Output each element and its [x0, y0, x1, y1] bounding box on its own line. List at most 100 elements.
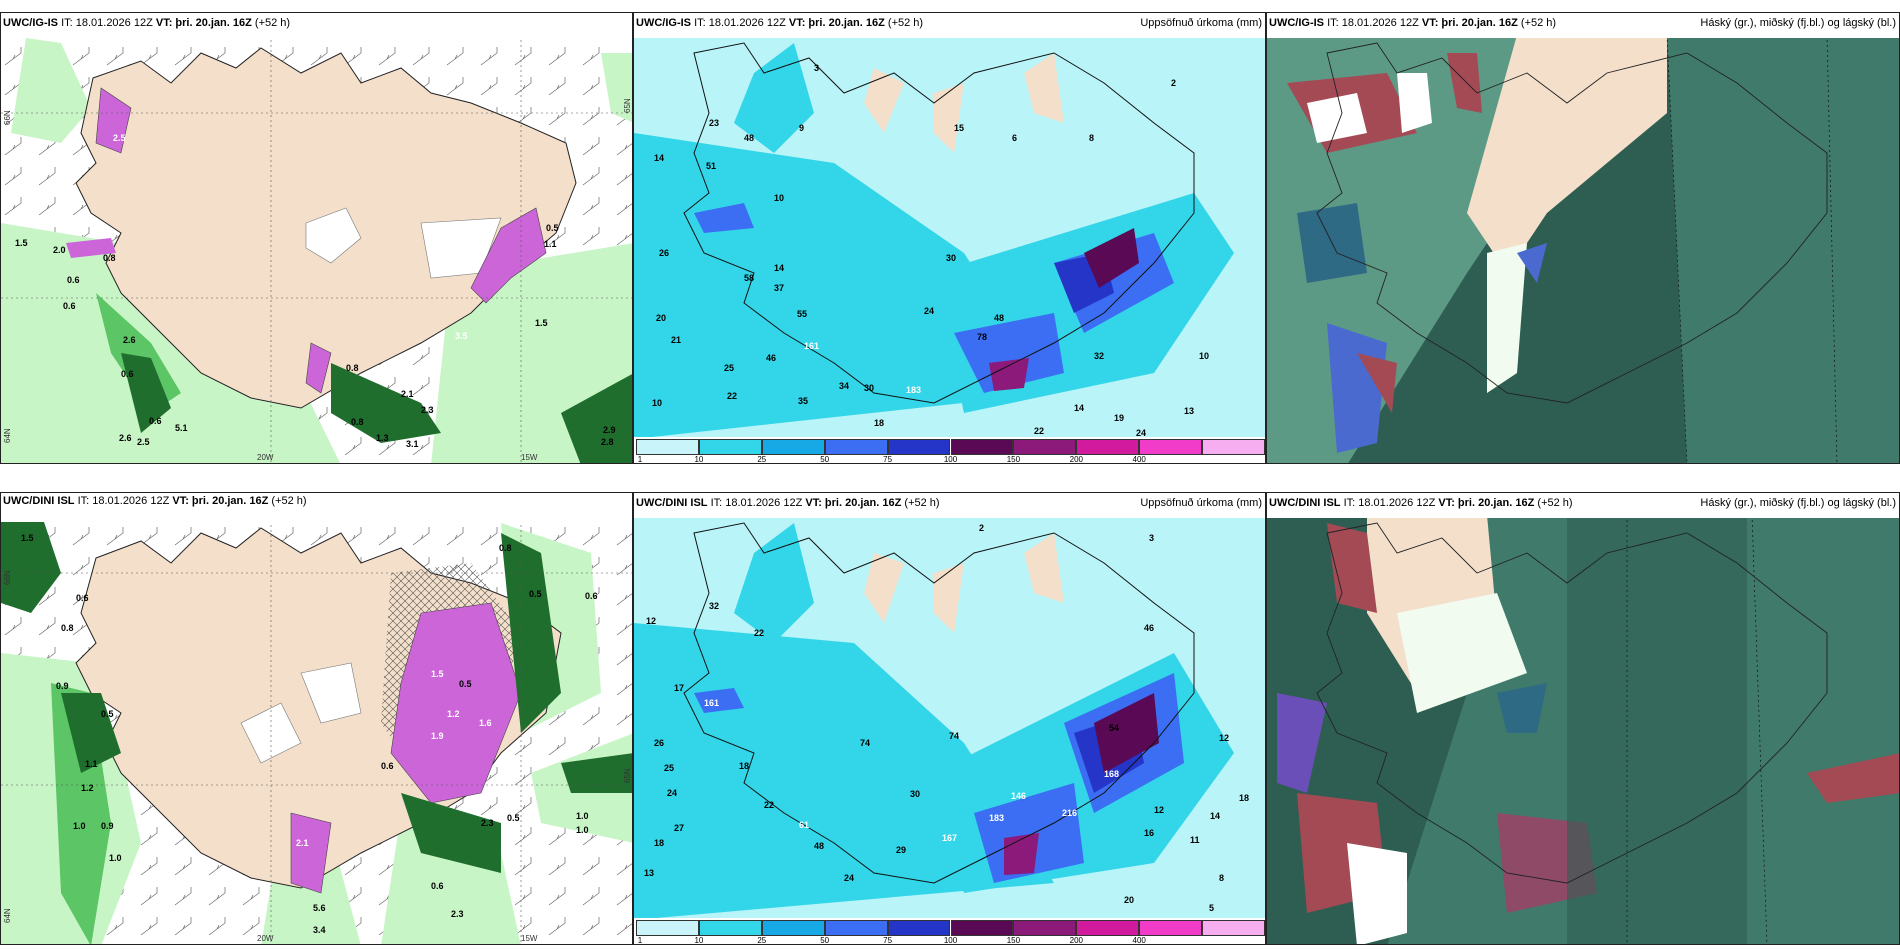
accum-value: 48: [744, 133, 755, 143]
colorbar-swatch: [698, 439, 762, 455]
accum-value: 23: [709, 118, 720, 128]
accum-value: 58: [744, 273, 755, 283]
accum-value: 161: [704, 698, 720, 708]
accum-value: 61: [799, 820, 810, 830]
precip-value: 2.6: [123, 335, 136, 345]
accum-value: 9: [799, 123, 805, 133]
lead-time: (+52 h): [271, 495, 307, 507]
precip-value: 0.6: [67, 275, 80, 285]
colorbar-label: 400: [1132, 455, 1146, 464]
precip-value: 0.5: [546, 223, 559, 233]
colorbar-label: 75: [883, 455, 893, 464]
precip-value: 1.0: [576, 825, 589, 835]
model-name: UWC/IG-IS: [3, 17, 58, 29]
cloud-map: [1267, 493, 1899, 944]
accum-value: 54: [1109, 723, 1120, 733]
panel-header: UWC/DINI ISL IT: 18.01.2026 12Z VT: þri.…: [1, 493, 632, 522]
panel-header: UWC/IG-IS IT: 18.01.2026 12Z VT: þri. 20…: [634, 13, 1265, 38]
colorbar-swatch: [761, 920, 825, 936]
accum-map: [634, 13, 1265, 439]
colorbar-label: 10: [694, 455, 704, 464]
colorbar-label: 50: [820, 455, 830, 464]
precip-value: 2.9: [603, 425, 616, 435]
valid-time: VT: þri. 20.jan. 16Z: [172, 495, 269, 507]
accum-value: 24: [924, 306, 935, 316]
accum-value: 17: [674, 683, 685, 693]
accum-value: 24: [667, 788, 678, 798]
init-time: IT: 18.01.2026 12Z: [77, 495, 170, 507]
precip-value: 0.8: [61, 623, 74, 633]
lead-time: (+52 h): [904, 497, 940, 509]
precip-value: 0.6: [381, 761, 394, 771]
accum-value: 8: [1089, 133, 1095, 143]
precip-value: 2.0: [53, 245, 66, 255]
precip-map: [1, 13, 632, 463]
panel-header: UWC/IG-IS IT: 18.01.2026 12Z VT: þri. 20…: [1267, 13, 1899, 38]
precip-value: 1.5: [431, 669, 444, 679]
colorbar-label: 25: [757, 455, 767, 464]
accum-value: 10: [774, 193, 785, 203]
colorbar-label: 75: [883, 936, 893, 945]
precip-value: 2.3: [481, 818, 494, 828]
valid-time: VT: þri. 20.jan. 16Z: [1438, 497, 1535, 509]
accum-value: 74: [860, 738, 871, 748]
colorbar-swatch: [824, 439, 888, 455]
accum-value: 26: [654, 738, 665, 748]
accum-map: [634, 493, 1265, 920]
accum-value: 161: [804, 341, 820, 351]
precip-value: 1.9: [431, 731, 444, 741]
field-label: Háský (gr.), miðský (fj.bl.) og lágský (…: [1700, 497, 1896, 509]
accum-value: 19: [1114, 413, 1125, 423]
accum-value: 14: [774, 263, 785, 273]
precip-value: 3.1: [406, 439, 419, 449]
colorbar-swatch: [887, 920, 951, 936]
accum-value: 5: [1209, 903, 1215, 913]
accum-value: 3: [814, 63, 820, 73]
precip-value: 0.5: [459, 679, 472, 689]
accum-value: 18: [654, 838, 665, 848]
colorbar-swatch: [824, 920, 888, 936]
lon-label: 20W: [257, 934, 274, 943]
lon-label: 15W: [521, 453, 538, 462]
precip-value: 2.3: [421, 405, 434, 415]
valid-time: VT: þri. 20.jan. 16Z: [155, 17, 252, 29]
precip-value: 2.6: [119, 433, 132, 443]
accum-value: 22: [764, 800, 775, 810]
accum-value: 18: [739, 761, 750, 771]
colorbar-label: 150: [1006, 936, 1021, 945]
colorbar-swatch: [950, 439, 1014, 455]
colorbar-swatch: [887, 439, 951, 455]
accum-value: 216: [1062, 808, 1078, 818]
precip-value: 1.0: [109, 853, 122, 863]
accum-value: 74: [949, 731, 960, 741]
panel-header: UWC/DINI ISL IT: 18.01.2026 12Z VT: þri.…: [634, 493, 1265, 518]
colorbar-swatch: [636, 439, 699, 455]
colorbar-swatch: [761, 439, 825, 455]
precip-value: 2.1: [296, 838, 309, 848]
accum-value: 22: [727, 391, 738, 401]
accum-value: 8: [1219, 873, 1225, 883]
precip-value: 0.8: [351, 417, 364, 427]
accum-value: 30: [910, 789, 921, 799]
accum-value: 46: [766, 353, 777, 363]
valid-time: VT: þri. 20.jan. 16Z: [788, 17, 885, 29]
precip-value: 1.1: [544, 239, 557, 249]
accum-value: 16: [1144, 828, 1155, 838]
accum-value: 24: [1136, 428, 1147, 438]
lat-label: 64N: [3, 428, 12, 443]
panel-dini-cloud: UWC/DINI ISL IT: 18.01.2026 12Z VT: þri.…: [1266, 492, 1900, 945]
colorbar-swatch: [1139, 920, 1203, 936]
precip-value: 0.5: [529, 589, 542, 599]
panel-dini-precip: UWC/DINI ISL IT: 18.01.2026 12Z VT: þri.…: [0, 492, 633, 945]
precip-value: 0.8: [103, 253, 116, 263]
cloud-map: [1267, 13, 1899, 463]
accum-value: 15: [954, 123, 965, 133]
model-name: UWC/DINI ISL: [3, 495, 75, 507]
colorbar: 1 10 25 50 75 100 150 200 400: [634, 918, 1265, 944]
accum-value: 183: [989, 813, 1005, 823]
colorbar-label: 1: [637, 455, 643, 464]
accum-value: 30: [946, 253, 957, 263]
accum-value: 25: [724, 363, 735, 373]
lat-label: 65N: [623, 768, 632, 783]
accum-value: 12: [1154, 805, 1165, 815]
